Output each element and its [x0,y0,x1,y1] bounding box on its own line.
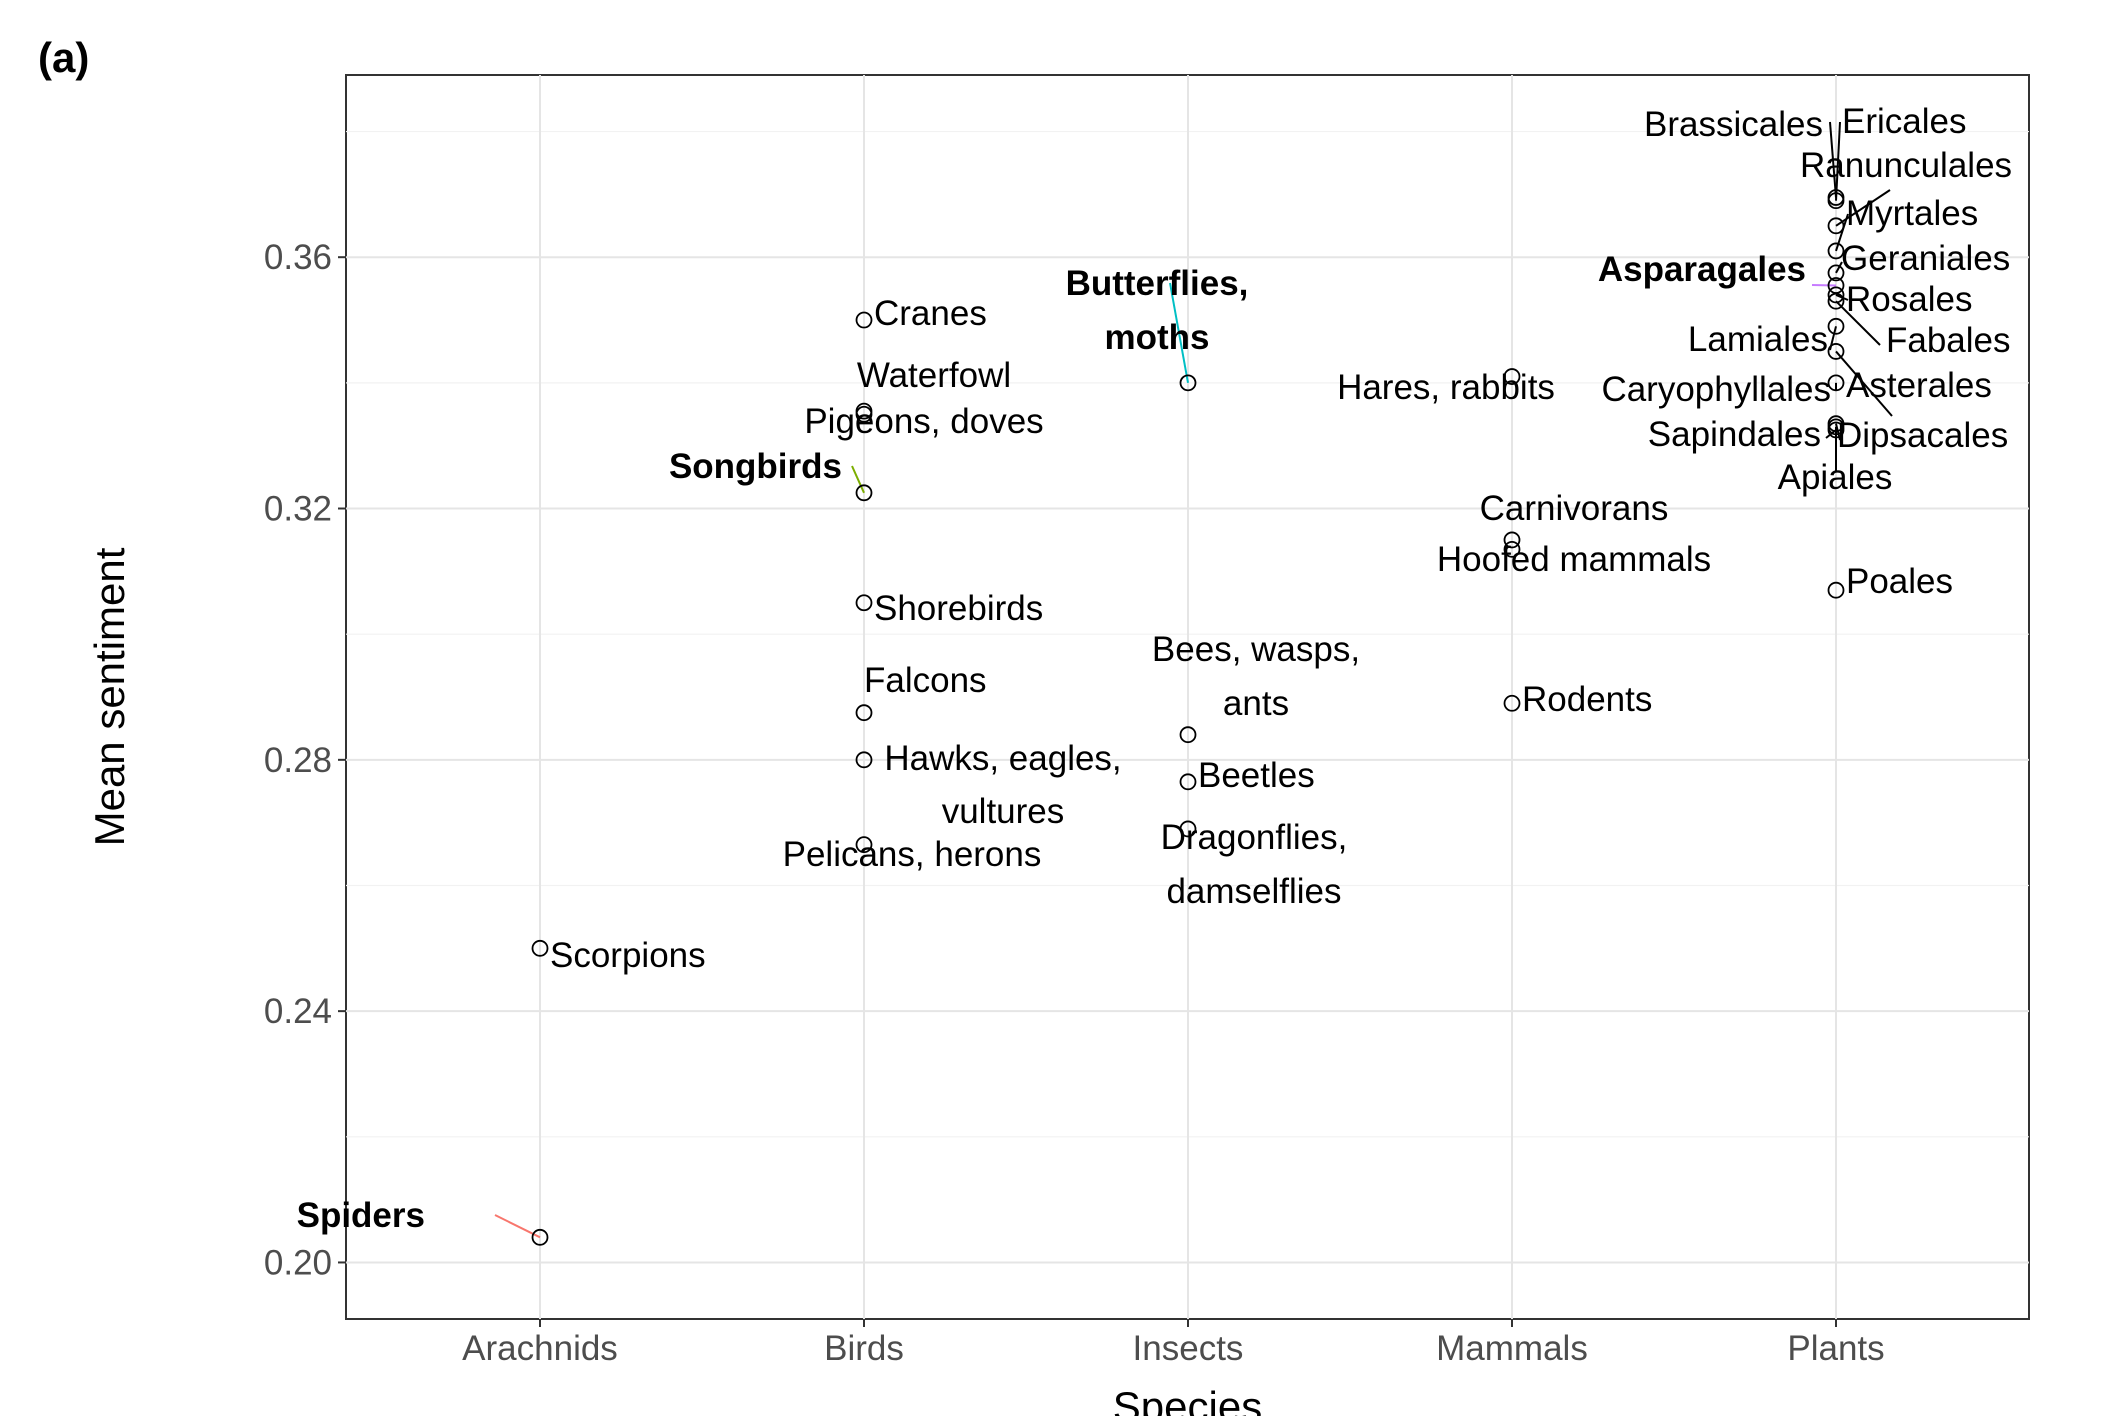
point-label: Fabales [1886,321,2011,360]
data-point [855,836,873,854]
point-label: Carnivorans [1480,489,1669,528]
leader-line [851,465,865,494]
point-label: Cranes [874,294,987,333]
point-label: Rodents [1522,680,1652,719]
point-label: Geraniales [1841,239,2010,278]
point-label: Hoofed mammals [1437,540,1711,579]
point-label: Spiders [297,1196,425,1235]
data-point [855,751,873,769]
data-point [855,405,873,423]
point-label: Hawks, eagles, [884,739,1121,778]
y-tick-label: 0.20 [264,1243,332,1282]
point-label: ants [1223,684,1289,723]
point-label: Lamiales [1688,320,1828,359]
data-point [1179,773,1197,791]
data-point [1179,374,1197,392]
y-tick-label: 0.32 [264,490,332,529]
leader-line [1835,121,1841,201]
point-label: moths [1105,318,1210,357]
data-point [1503,694,1521,712]
data-point [1827,317,1845,335]
data-point [1503,368,1521,385]
data-point [855,484,873,502]
x-axis-ticks: Arachnids Birds Insects Mammals Plants [462,1319,1885,1368]
data-point [1827,242,1845,260]
y-tick-label: 0.36 [264,238,332,277]
x-tick-label: Insects [1133,1329,1244,1368]
point-label: Scorpions [550,936,706,975]
point-label: Shorebirds [874,589,1043,628]
leader-line [1835,213,1849,252]
data-point [1827,418,1845,436]
point-label: Butterflies, [1066,264,1249,303]
y-axis-title: Mean sentiment [86,547,133,846]
y-tick-label: 0.28 [264,741,332,780]
point-label: Ericales [1842,102,1966,141]
y-tick-label: 0.24 [264,992,332,1031]
point-label: Dragonflies, [1161,818,1348,857]
data-point [1827,264,1845,282]
point-label: Asterales [1846,366,1992,405]
data-point [531,1228,549,1246]
point-label: Waterfowl [857,356,1011,395]
data-point [1179,726,1197,744]
major-gridlines [346,75,2029,1319]
data-point [1503,531,1521,549]
data-point [1827,343,1845,360]
point-label: Pelicans, herons [783,835,1042,874]
point-label: Apiales [1778,458,1893,497]
data-point [1827,374,1845,392]
data-point [855,594,873,612]
point-label: damselflies [1166,872,1341,911]
data-point [855,704,873,722]
point-label: Caryophyllales [1601,370,1831,409]
point-label: Rosales [1846,280,1972,319]
point-labels: Spiders Scorpions Cranes Waterfowl Pigeons, … [297,102,2012,1235]
leader-line [1829,121,1837,198]
point-label: Pigeons, doves [804,402,1043,441]
x-axis-title: Species [1113,1383,1262,1416]
point-label: Bees, wasps, [1152,630,1360,669]
data-point [1827,292,1845,310]
point-label: Dipsacales [1837,416,2008,455]
point-label: Myrtales [1846,194,1978,233]
data-point [1827,217,1845,235]
x-tick-label: Birds [824,1329,904,1368]
data-point [531,939,549,957]
point-label: Falcons [864,661,987,700]
y-axis-ticks: 0.20 0.24 0.28 0.32 0.36 [264,238,346,1282]
data-point [1827,286,1845,304]
panel-label: (a) [38,34,89,81]
data-point [1827,581,1845,599]
point-label: Songbirds [669,447,842,486]
point-label: Brassicales [1644,105,1823,144]
point-label: Asparagales [1598,250,1806,289]
leader-line [1835,350,1893,417]
x-tick-label: Plants [1787,1329,1884,1368]
point-label: vultures [942,792,1065,831]
point-label: Poales [1846,562,1953,601]
point-label: Beetles [1198,756,1315,795]
data-point [1179,820,1197,838]
point-label: Hares, rabbits [1337,368,1555,407]
leader-line [1835,261,1843,274]
leader-line [1835,189,1891,227]
data-point [1503,540,1521,558]
x-tick-label: Arachnids [462,1329,618,1368]
data-point [855,311,873,329]
x-tick-label: Mammals [1436,1329,1588,1368]
point-label: Ranunculales [1800,146,2012,185]
leader-line [1835,300,1881,346]
data-points [531,189,1845,1246]
point-label: Sapindales [1648,415,1821,454]
data-point [1827,192,1845,210]
leader-line [1169,282,1189,384]
